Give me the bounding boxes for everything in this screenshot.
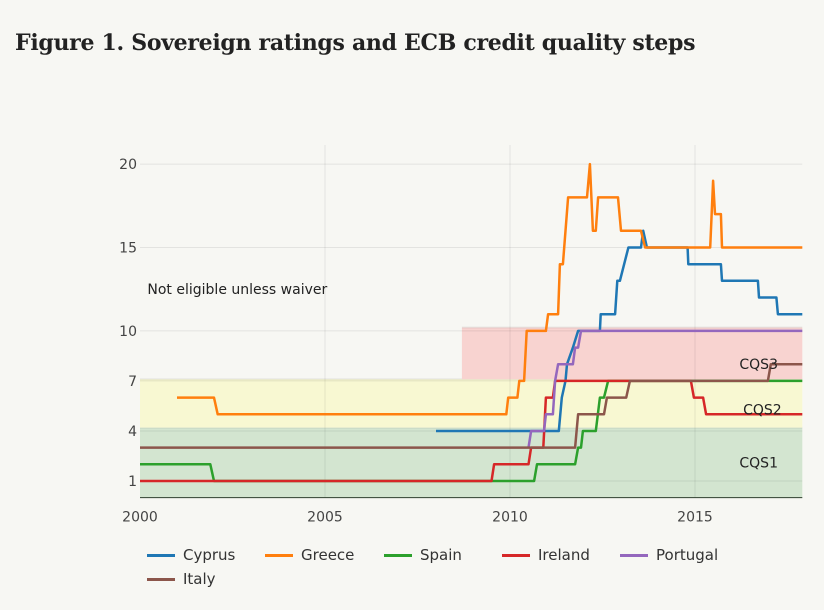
y-tick-label: 4 <box>128 424 137 440</box>
band-cqs3 <box>461 327 803 380</box>
legend-item-portugal[interactable]: Portugal <box>620 546 718 564</box>
series-line-portugal <box>527 329 803 448</box>
legend-label: Portugal <box>656 546 719 564</box>
y-tick-label: 20 <box>119 157 137 173</box>
legend-item-spain[interactable]: Spain <box>384 546 462 564</box>
legend-swatch <box>265 553 293 557</box>
legend-swatch <box>384 553 412 557</box>
band-cqs1 <box>140 427 803 498</box>
x-tick-label: 2010 <box>492 510 528 526</box>
annotation-cqs3: CQS3 <box>739 357 778 373</box>
figure-title: Figure 1. Sovereign ratings and ECB cred… <box>15 30 696 56</box>
series-line-italy <box>140 362 803 449</box>
x-tick-label: 2005 <box>307 510 343 526</box>
legend-swatch <box>147 577 175 581</box>
legend-item-greece[interactable]: Greece <box>265 546 354 564</box>
legend-swatch <box>502 553 530 557</box>
legend-label: Italy <box>183 570 216 588</box>
legend-item-ireland[interactable]: Ireland <box>502 546 590 564</box>
series-line-greece <box>177 162 803 416</box>
y-tick-label: 1 <box>128 474 137 490</box>
y-tick-label: 7 <box>128 374 137 390</box>
legend-label: Ireland <box>538 546 590 564</box>
legend-swatch <box>147 553 175 557</box>
y-axis-ticks: 1 4 7 10 15 20 <box>119 157 137 490</box>
legend-label: Spain <box>420 546 462 564</box>
x-tick-label: 2000 <box>122 510 158 526</box>
legend-label: Cyprus <box>183 546 236 564</box>
y-tick-label: 10 <box>119 324 137 340</box>
annotation-not-eligible-unless-waiver: Not eligible unless waiver <box>147 282 327 298</box>
x-axis-ticks: 2000 2005 2010 2015 <box>122 510 713 526</box>
annotation-cqs1: CQS1 <box>739 456 778 472</box>
legend-label: Greece <box>301 546 355 564</box>
series-lines <box>140 162 803 483</box>
annotations: Not eligible unless waiver CQS3 CQS2 CQS1 <box>147 282 781 471</box>
legend-item-cyprus[interactable]: Cyprus <box>147 546 235 564</box>
legend-item-italy[interactable]: Italy <box>147 570 216 588</box>
x-tick-label: 2015 <box>677 510 713 526</box>
credit-quality-bands <box>140 326 803 498</box>
legend-swatch <box>620 553 648 557</box>
series-line-ireland <box>140 379 803 483</box>
annotation-cqs2: CQS2 <box>743 402 782 418</box>
y-tick-label: 15 <box>119 240 137 256</box>
